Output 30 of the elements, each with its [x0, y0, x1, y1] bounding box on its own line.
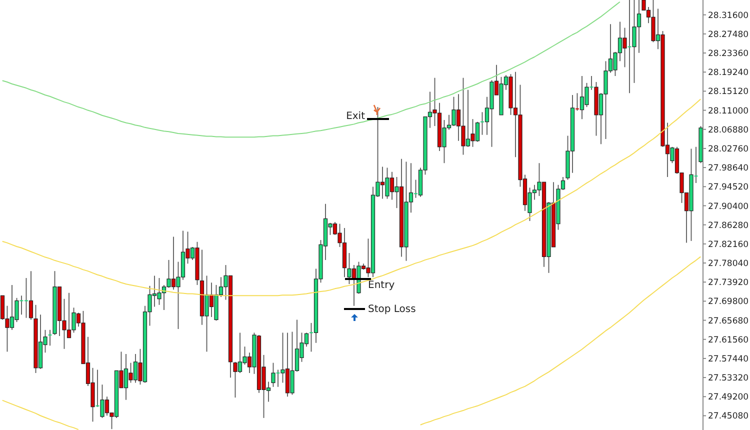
y-tick-label: 27.78040 [708, 259, 749, 270]
y-tick-label: 28.02760 [708, 144, 749, 154]
candlestick [575, 92, 580, 112]
candlestick [28, 270, 34, 320]
annotation: Entry [368, 280, 395, 292]
line-series [2, 1, 620, 138]
y-tick-label: 27.90400 [708, 202, 749, 212]
y-tick-label: 27.61560 [708, 335, 749, 346]
y-tick-label: 27.73920 [708, 278, 749, 288]
y-tick-label: 27.86280 [708, 220, 749, 231]
candlestick [24, 278, 28, 318]
candlestick [48, 329, 52, 346]
y-tick-label: 28.19240 [708, 68, 749, 78]
y-tick-label: 27.53320 [708, 374, 749, 384]
annotation: Stop Loss [368, 304, 416, 316]
y-tick-label: 28.15120 [708, 87, 749, 98]
y-tick-label: 28.06880 [708, 125, 749, 136]
y-tick-label: 27.82160 [708, 240, 749, 250]
y-tick-label: 28.27480 [708, 30, 749, 40]
y-tick-label: 27.57440 [708, 354, 749, 364]
y-tick-label: 27.65680 [708, 316, 749, 326]
y-tick-label: 27.98640 [708, 164, 749, 174]
y-tick-label: 27.69800 [708, 297, 749, 308]
y-tick-label: 28.31600 [708, 10, 749, 21]
annotation: Exit [346, 111, 365, 123]
y-tick-label: 27.45080 [708, 412, 749, 422]
y-tick-label: 28.11000 [708, 106, 749, 116]
y-tick-label: 28.23360 [708, 49, 749, 60]
y-tick-label: 27.49200 [708, 392, 749, 403]
y-tick-label: 27.94520 [708, 182, 749, 193]
